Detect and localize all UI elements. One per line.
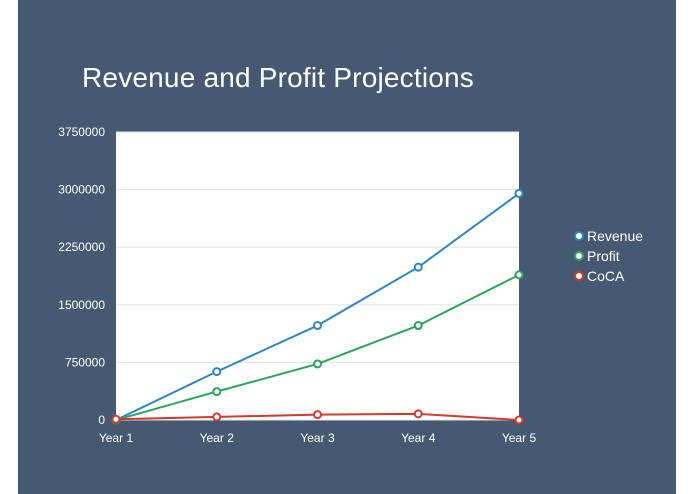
chart-title: Revenue and Profit Projections	[82, 62, 474, 93]
data-point-revenue-4	[413, 262, 423, 272]
data-point-profit-3	[313, 359, 322, 369]
y-tick-labels: 0 750000 1500000 2250000 3000000 3750000	[58, 125, 105, 427]
legend-label-revenue: Revenue	[587, 228, 644, 244]
line-chart: 0 750000 1500000 2250000 3000000 3750000 Year…	[58, 125, 537, 445]
y-tick-label-5: 3750000	[58, 125, 105, 139]
data-point-coca-2	[212, 412, 222, 422]
data-point-revenue-3	[313, 321, 322, 331]
series-lines	[111, 188, 524, 425]
x-tick-label-3: Year 4	[401, 431, 436, 445]
y-tick-label-4: 3000000	[58, 183, 105, 197]
data-point-coca-3	[313, 410, 322, 420]
data-point-coca-1	[111, 414, 121, 424]
y-tick-label-0: 0	[98, 413, 105, 427]
x-tick-label-4: Year 5	[502, 431, 537, 445]
legend-label-profit: Profit	[587, 248, 620, 264]
x-tick-label-2: Year 3	[300, 431, 335, 445]
legend-marker-coca	[574, 271, 584, 281]
legend: Revenue Profit CoCA	[574, 226, 643, 286]
data-point-coca-5	[514, 415, 524, 425]
data-point-coca-4	[413, 409, 423, 419]
data-point-revenue-2	[212, 367, 222, 377]
legend-marker-profit	[574, 251, 584, 261]
x-tick-label-1: Year 2	[200, 431, 235, 445]
legend-item-coca: CoCA	[574, 266, 643, 286]
legend-label-coca: CoCA	[587, 268, 625, 284]
x-tick-label-0: Year 1	[99, 431, 134, 445]
x-tick-labels: Year 1 Year 2 Year 3 Year 4 Year 5	[99, 431, 537, 445]
slide-background: Revenue and Profit Projections 0 750000 15…	[18, 0, 676, 494]
legend-item-profit: Profit	[574, 246, 643, 266]
y-tick-label-1: 750000	[65, 355, 105, 369]
y-tick-label-3: 2250000	[58, 240, 105, 254]
legend-item-revenue: Revenue	[574, 226, 643, 246]
y-tick-label-2: 1500000	[58, 298, 105, 312]
legend-marker-revenue	[574, 231, 584, 241]
data-point-profit-5	[514, 270, 524, 280]
data-point-revenue-5	[514, 188, 524, 198]
data-point-profit-2	[212, 387, 222, 397]
plot-area	[116, 132, 519, 420]
data-point-profit-4	[413, 321, 423, 331]
gridlines	[116, 131, 519, 421]
